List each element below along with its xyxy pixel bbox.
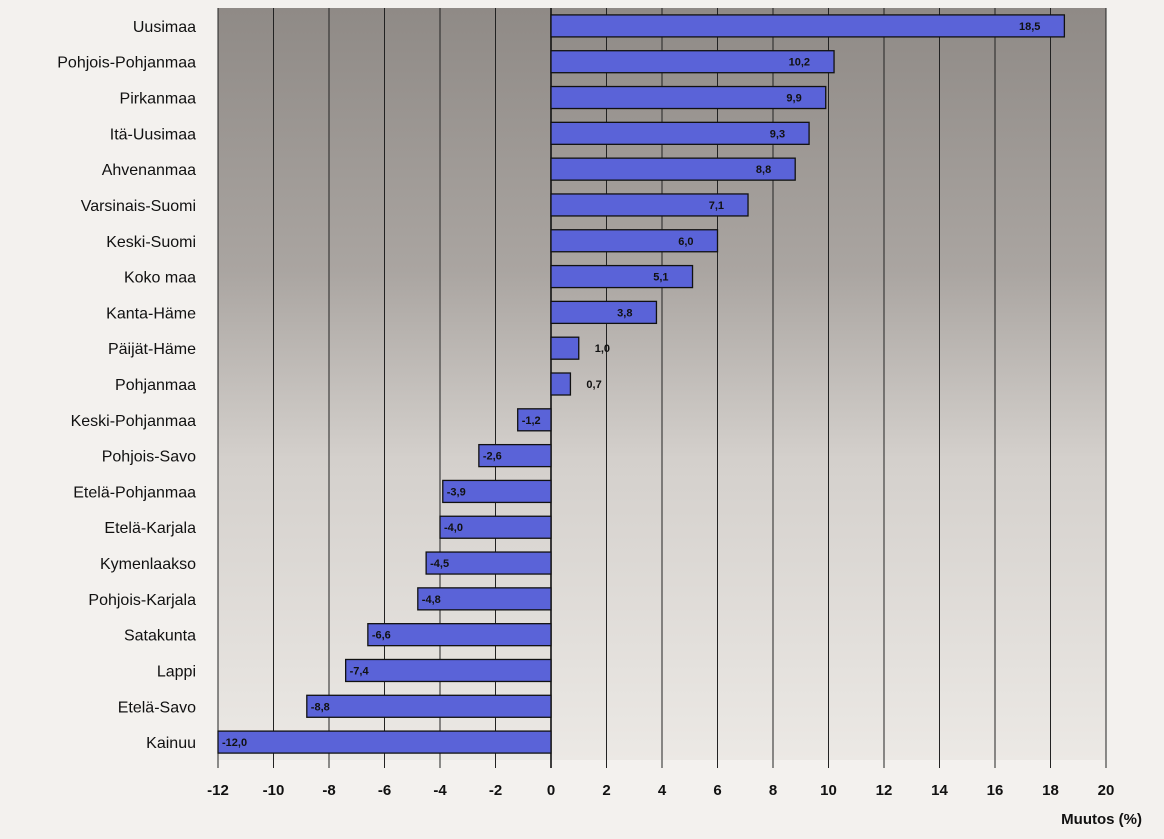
category-label: Päijät-Häme xyxy=(108,341,196,358)
x-axis-title: Muutos (%) xyxy=(1061,811,1142,828)
data-label: 10,2 xyxy=(789,57,810,69)
x-tick-label: 20 xyxy=(1098,782,1115,799)
bar xyxy=(550,14,1066,38)
x-tick-label: 10 xyxy=(820,782,837,799)
category-label: Itä-Uusimaa xyxy=(110,126,196,143)
category-label: Pohjanmaa xyxy=(115,377,196,394)
data-label: -7,4 xyxy=(350,665,370,677)
data-label: -1,2 xyxy=(522,415,541,427)
data-label: 7,1 xyxy=(709,200,724,212)
x-tick-label: 2 xyxy=(602,782,610,799)
bar xyxy=(417,587,552,611)
bar xyxy=(478,443,552,468)
category-label: Ahvenanmaa xyxy=(102,162,196,179)
bar xyxy=(550,50,835,74)
category-label: Varsinais-Suomi xyxy=(81,198,196,215)
data-label: 9,9 xyxy=(786,93,801,105)
category-label: Keski-Pohjanmaa xyxy=(71,413,197,430)
x-tick-label: 4 xyxy=(658,782,667,799)
x-tick-label: -2 xyxy=(489,782,502,799)
x-tick-label: -10 xyxy=(263,782,285,799)
bar xyxy=(517,408,552,432)
data-label: -12,0 xyxy=(222,737,247,749)
x-tick-label: 8 xyxy=(769,782,777,799)
bar xyxy=(550,300,658,325)
data-label: 18,5 xyxy=(1019,21,1040,33)
x-tick-label: -6 xyxy=(378,782,391,799)
x-tick-label: -4 xyxy=(433,782,447,799)
data-label: 9,3 xyxy=(770,128,785,140)
category-label: Kymenlaakso xyxy=(100,556,196,573)
category-label: Satakunta xyxy=(124,628,196,645)
data-label: 6,0 xyxy=(678,236,693,248)
bar xyxy=(550,85,827,110)
data-label: 0,7 xyxy=(586,379,601,391)
category-label: Kanta-Häme xyxy=(106,305,196,322)
category-label: Lappi xyxy=(157,663,196,680)
bar xyxy=(550,193,749,217)
data-label: 8,8 xyxy=(756,164,771,176)
bar xyxy=(550,157,796,181)
bar xyxy=(442,479,552,504)
category-label: Pohjois-Pohjanmaa xyxy=(57,55,196,72)
x-tick-label: 14 xyxy=(931,782,948,799)
data-label: 3,8 xyxy=(617,307,632,319)
category-label: Etelä-Savo xyxy=(118,699,196,716)
bars xyxy=(217,14,1066,754)
data-label: -8,8 xyxy=(311,701,330,713)
bar xyxy=(306,694,552,718)
data-label: -2,6 xyxy=(483,451,502,463)
bar xyxy=(550,264,694,289)
bar xyxy=(344,658,552,683)
category-label: Koko maa xyxy=(124,270,196,287)
x-tick-label: 18 xyxy=(1042,782,1059,799)
bar xyxy=(217,730,552,754)
category-label: Pohjois-Savo xyxy=(102,449,196,466)
data-label: -4,8 xyxy=(422,594,441,606)
category-label: Pirkanmaa xyxy=(120,91,197,108)
category-label: Keski-Suomi xyxy=(106,234,196,251)
x-tick-label: -8 xyxy=(322,782,335,799)
data-label: 1,0 xyxy=(595,343,610,355)
x-tick-label: 16 xyxy=(987,782,1004,799)
category-label: Etelä-Karjala xyxy=(104,520,196,537)
category-label: Kainuu xyxy=(146,735,196,752)
bar xyxy=(367,623,552,647)
data-label: -4,0 xyxy=(444,522,463,534)
x-tick-label: 0 xyxy=(547,782,555,799)
data-label: -6,6 xyxy=(372,630,391,642)
category-labels: Uusimaa Pohjois-Pohjanmaa Pirkanmaa Itä-Uus… xyxy=(57,19,196,752)
bar xyxy=(550,372,572,396)
category-label: Etelä-Pohjanmaa xyxy=(73,484,196,501)
data-label: 5,1 xyxy=(653,272,668,284)
bar xyxy=(439,515,552,539)
data-label: -3,9 xyxy=(447,486,466,498)
category-label: Pohjois-Karjala xyxy=(88,592,196,609)
category-label: Uusimaa xyxy=(133,19,196,36)
bar xyxy=(425,551,552,575)
data-labels: 18,5 10,2 9,9 9,3 8,8 7,1 6,0 5,1 3,8 1,0 0,7 -1,2 -… xyxy=(222,21,1040,749)
x-tick-label: -12 xyxy=(207,782,229,799)
bar xyxy=(550,121,810,145)
bar xyxy=(550,229,719,253)
x-tick-label: 6 xyxy=(713,782,721,799)
x-tick-label: 12 xyxy=(876,782,893,799)
x-tick-labels: -12 -10 -8 -6 -4 -2 0 2 4 6 8 10 12 14 16 18 20 xyxy=(207,782,1114,799)
data-label: -4,5 xyxy=(430,558,449,570)
bar xyxy=(550,336,580,360)
